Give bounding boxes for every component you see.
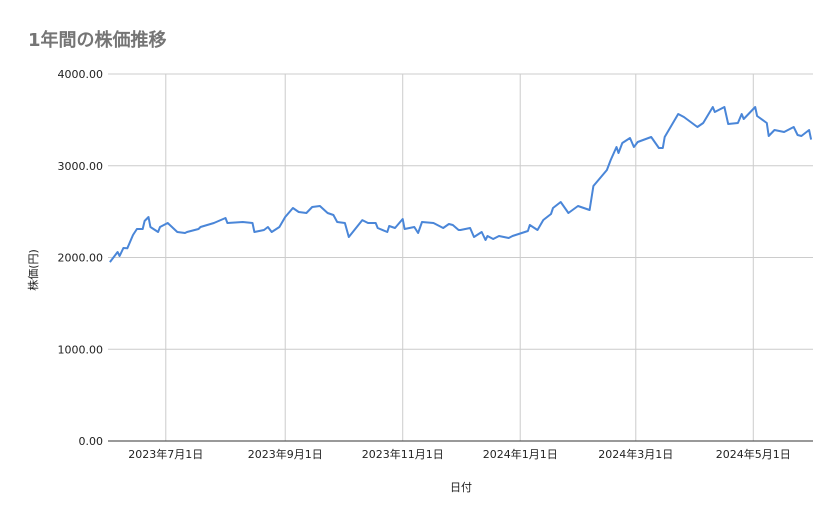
y-tick-label: 3000.00 — [58, 160, 104, 173]
x-tick-label: 2023年11月1日 — [362, 447, 444, 461]
x-tick-label: 2023年9月1日 — [248, 447, 323, 461]
gridlines — [108, 73, 813, 442]
x-axis-label: 日付 — [450, 481, 472, 494]
chart-title: 1年間の株価推移 — [28, 29, 167, 51]
x-axis-ticks: 2023年7月1日 2023年9月1日 2023年11月1日 2024年1月1日 202… — [128, 447, 791, 461]
y-tick-label: 0.00 — [79, 435, 104, 448]
x-tick-label: 2024年3月1日 — [598, 447, 673, 461]
x-tick-label: 2024年5月1日 — [716, 447, 791, 461]
x-tick-label: 2024年1月1日 — [483, 447, 558, 461]
y-axis-ticks: 0.00 1000.00 2000.00 3000.00 4000.00 — [58, 68, 104, 448]
y-axis-label: 株価(円) — [26, 249, 40, 291]
x-tick-label: 2023年7月1日 — [128, 447, 203, 461]
y-tick-label: 4000.00 — [58, 68, 104, 81]
y-tick-label: 2000.00 — [58, 252, 104, 265]
y-tick-label: 1000.00 — [58, 343, 104, 356]
series-line — [109, 106, 813, 263]
